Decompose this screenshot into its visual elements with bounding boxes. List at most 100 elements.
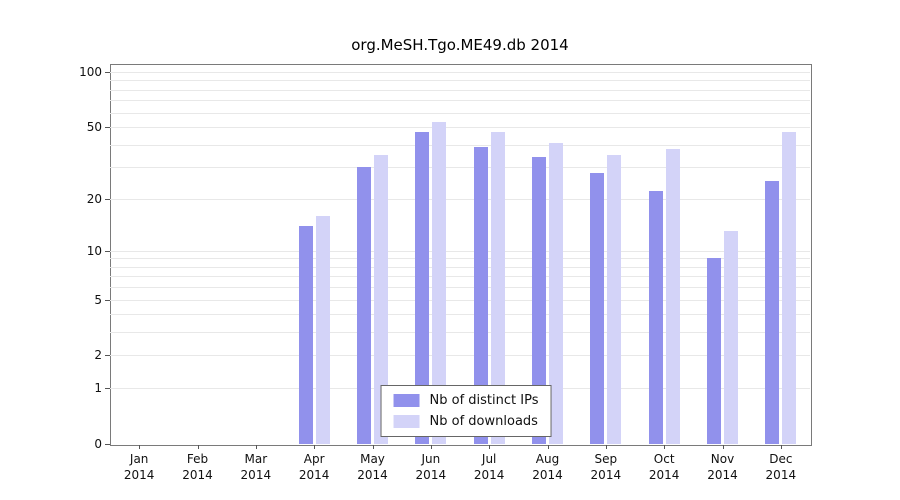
tick-mark — [105, 444, 110, 445]
x-tick-month: Sep — [594, 452, 618, 466]
x-tick-month: Feb — [186, 452, 209, 466]
x-tick-month: Jan — [129, 452, 149, 466]
y-tick-label: 50 — [86, 120, 102, 135]
tick-mark — [105, 250, 110, 252]
gridline — [110, 112, 810, 114]
bar-distinct-ips — [415, 131, 430, 444]
gridline — [110, 89, 810, 91]
tick-mark — [547, 445, 549, 449]
bar-downloads — [490, 131, 505, 444]
tick-mark — [722, 445, 724, 449]
tick-mark — [105, 388, 110, 390]
bar-distinct-ips — [532, 157, 546, 444]
x-tick-month: Jul — [481, 452, 497, 466]
gridline — [110, 167, 810, 169]
bar-distinct-ips — [707, 258, 721, 444]
x-tick-label: Nov 2014 — [695, 451, 751, 483]
legend-item-downloads: Nb of downloads — [393, 414, 539, 429]
legend-swatch-downloads — [393, 415, 420, 428]
x-tick-label: Dec 2014 — [753, 451, 809, 483]
y-tick-label: 20 — [86, 191, 102, 206]
bar-downloads — [782, 131, 797, 444]
y-tick-label: 5 — [94, 292, 102, 307]
gridline — [110, 80, 810, 82]
gridline — [110, 299, 810, 301]
x-tick-month: May — [360, 452, 385, 466]
chart-title: org.MeSH.Tgo.ME49.db 2014 — [351, 36, 569, 54]
gridline — [110, 144, 810, 146]
gridline — [110, 100, 810, 102]
tick-mark — [105, 198, 110, 200]
tick-mark — [105, 299, 110, 301]
x-tick-label: Jul 2014 — [461, 451, 517, 483]
x-tick-month: Oct — [653, 452, 675, 466]
x-tick-year: 2014 — [473, 468, 505, 482]
y-tick-label: 10 — [86, 243, 102, 258]
x-tick-label: Oct 2014 — [636, 451, 692, 483]
y-tick-label: 100 — [79, 65, 102, 79]
x-tick-month: Mar — [244, 452, 268, 466]
gridline — [110, 355, 810, 357]
tick-mark — [139, 445, 141, 449]
bar-downloads — [374, 155, 388, 444]
gridline — [110, 198, 810, 200]
tick-mark — [314, 445, 316, 449]
tick-mark — [372, 445, 374, 449]
x-tick-year: 2014 — [648, 468, 680, 482]
x-tick-year: 2014 — [240, 468, 272, 482]
x-tick-month: Jun — [421, 452, 441, 466]
tick-mark — [105, 127, 110, 129]
gridline — [110, 276, 810, 278]
tick-mark — [605, 445, 607, 449]
x-tick-label: Mar 2014 — [228, 451, 284, 483]
x-tick-label: Feb 2014 — [170, 451, 226, 483]
x-tick-year: 2014 — [532, 468, 563, 482]
bar-downloads — [315, 215, 330, 444]
x-tick-year: 2014 — [182, 468, 213, 482]
legend-label-distinct-ips: Nb of distinct IPs — [429, 393, 539, 408]
bar-distinct-ips — [473, 146, 488, 444]
x-tick-year: 2014 — [357, 468, 388, 482]
gridline — [110, 287, 810, 289]
y-tick-label: 1 — [94, 381, 102, 396]
x-tick-year: 2014 — [415, 468, 447, 482]
legend: Nb of distinct IPs Nb of downloads — [380, 385, 552, 437]
bar-downloads — [549, 142, 563, 444]
y-tick-label: 2 — [94, 348, 102, 363]
legend-label-downloads: Nb of downloads — [429, 414, 538, 429]
x-tick-year: 2014 — [765, 468, 797, 482]
legend-item-distinct-ips: Nb of distinct IPs — [393, 393, 539, 408]
x-tick-label: Jan 2014 — [111, 451, 167, 483]
bar-downloads — [607, 155, 622, 444]
tick-mark — [105, 72, 110, 73]
gridline — [110, 72, 810, 73]
bar-downloads — [665, 148, 680, 444]
tick-mark — [430, 445, 432, 449]
bar-distinct-ips — [357, 167, 371, 444]
x-tick-month: Aug — [535, 452, 560, 466]
x-tick-label: Sep 2014 — [578, 451, 634, 483]
gridline — [110, 127, 810, 129]
x-tick-label: Apr 2014 — [286, 451, 342, 483]
tick-mark — [105, 355, 110, 357]
x-tick-year: 2014 — [590, 468, 622, 482]
y-tick-label: 0 — [94, 437, 102, 451]
tick-mark — [664, 445, 666, 449]
x-tick-month: Nov — [710, 452, 735, 466]
x-tick-label: May 2014 — [345, 451, 401, 483]
tick-mark — [489, 445, 491, 449]
x-tick-month: Apr — [303, 452, 325, 466]
bar-distinct-ips — [590, 172, 605, 444]
x-tick-year: 2014 — [298, 468, 330, 482]
tick-mark — [255, 445, 257, 449]
gridline — [110, 314, 810, 316]
gridline — [110, 258, 810, 260]
x-tick-year: 2014 — [707, 468, 738, 482]
bar-distinct-ips — [765, 181, 780, 444]
bar-distinct-ips — [648, 191, 663, 444]
bar-downloads — [724, 231, 738, 444]
x-tick-label: Aug 2014 — [520, 451, 576, 483]
x-tick-year: 2014 — [123, 468, 155, 482]
tick-mark — [780, 445, 782, 449]
